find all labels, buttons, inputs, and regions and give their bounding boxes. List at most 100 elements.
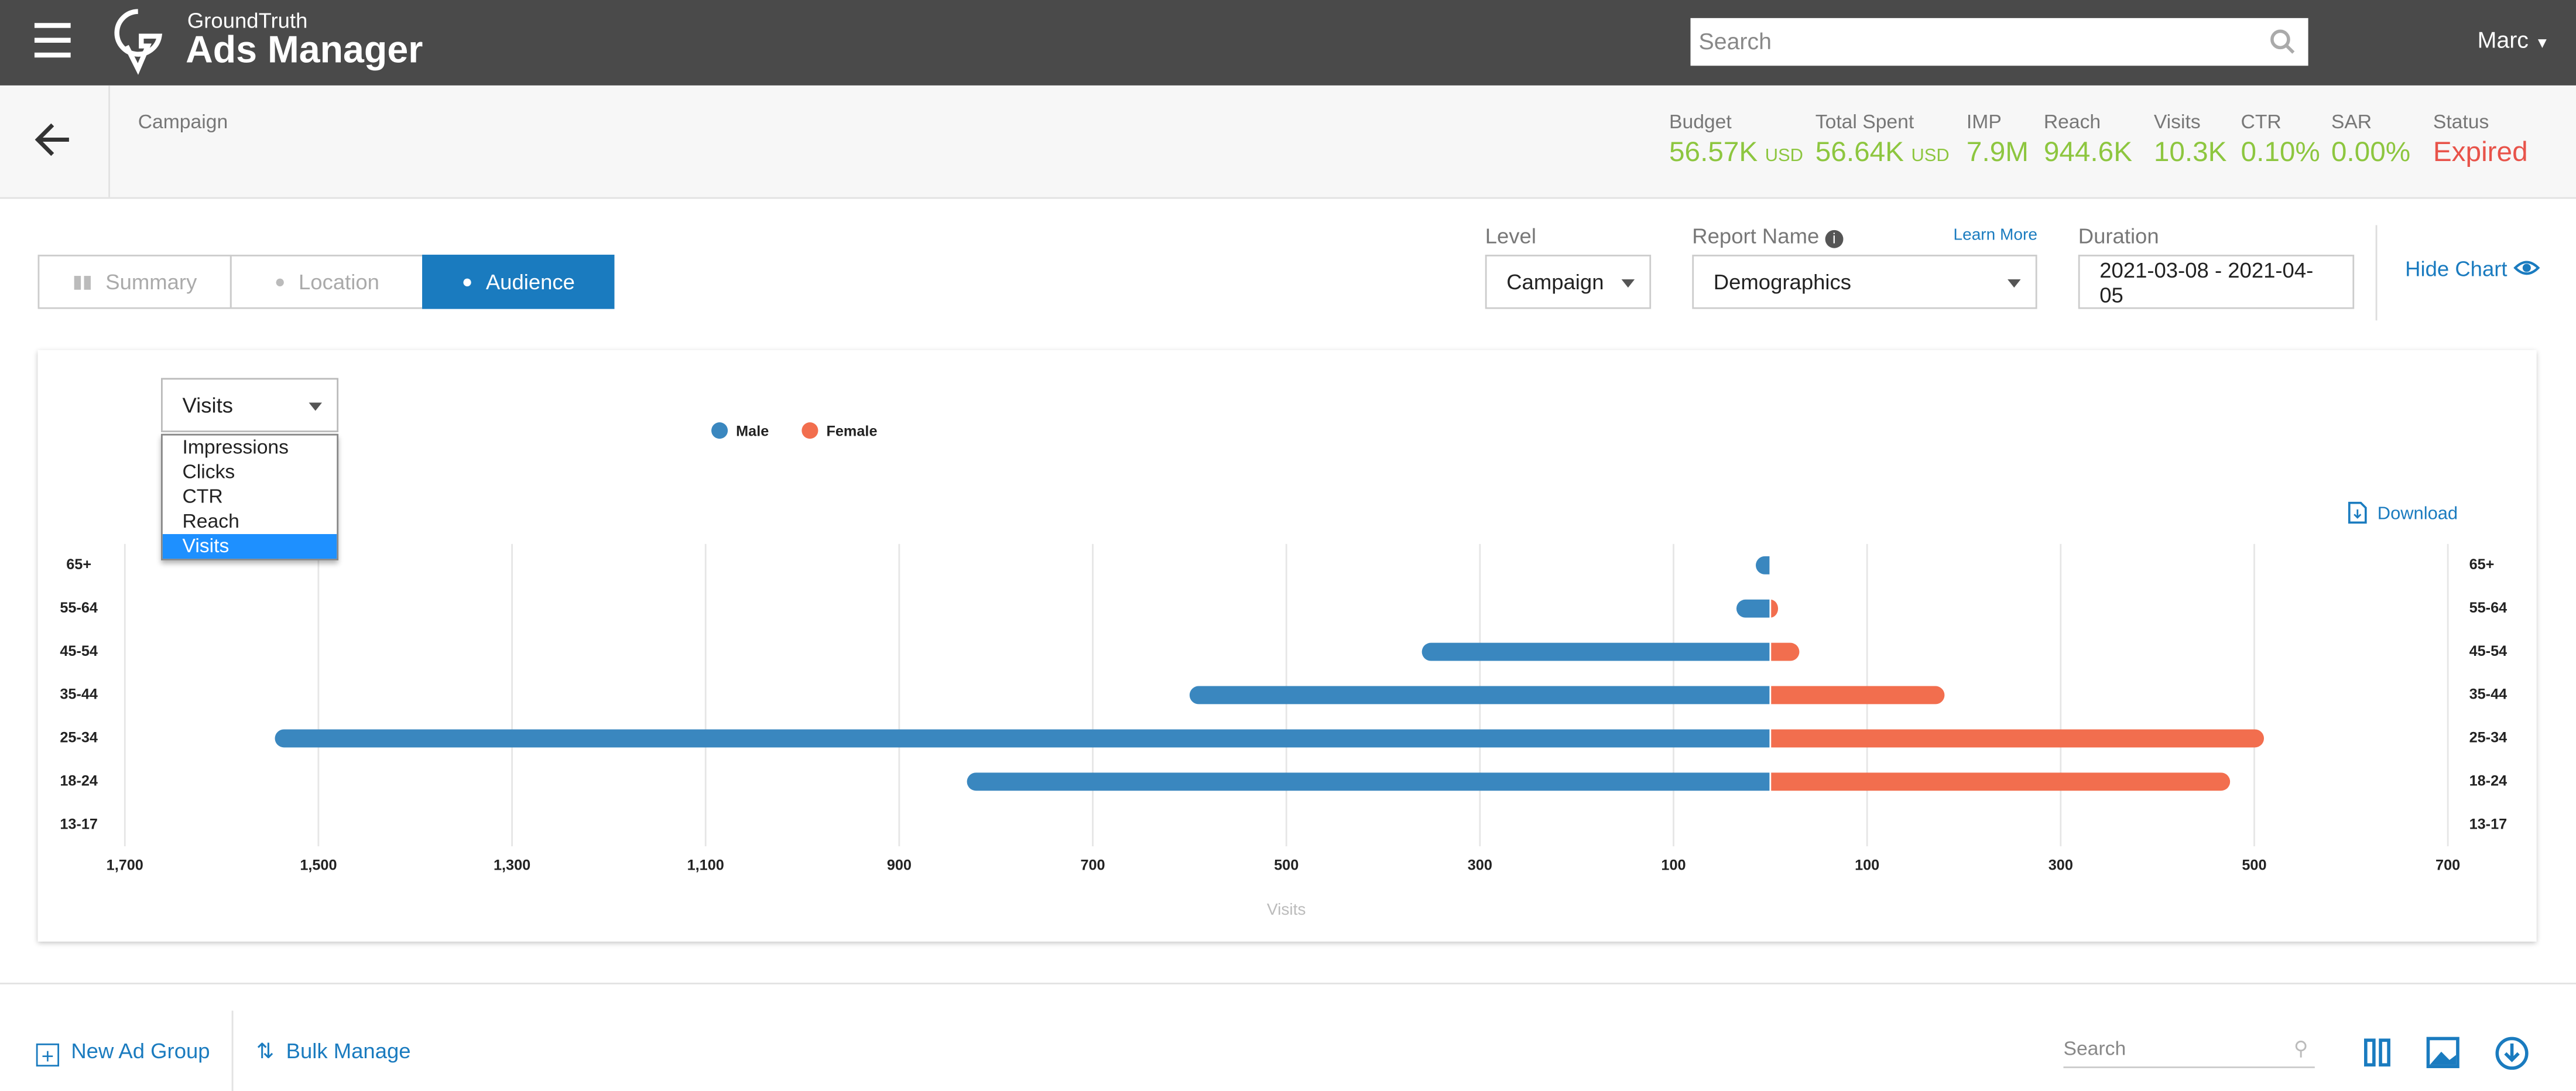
search-icon xyxy=(2270,29,2295,54)
bar xyxy=(1756,556,1770,574)
campaign-bar: Campaign Budget 56.57K USD Total Spent 56.6… xyxy=(0,85,2576,199)
level-value: Campaign xyxy=(1506,269,1604,295)
image-icon[interactable] xyxy=(2426,1037,2459,1068)
hide-chart-text: Hide Chart xyxy=(2405,256,2508,281)
tab-label: Summary xyxy=(105,269,197,295)
stat-value: 56.64K xyxy=(1815,136,1904,168)
stat: 0.00% xyxy=(2331,136,2410,169)
x-tick-label: 1,700 xyxy=(107,857,143,873)
stat-label: Total Spent xyxy=(1815,110,1914,134)
stat: 10.3K xyxy=(2154,136,2227,169)
x-tick-label: 500 xyxy=(2242,857,2266,873)
stat-unit: USD xyxy=(1911,146,1950,166)
y-tick-label-right: 35-44 xyxy=(2469,686,2508,703)
legend-marker xyxy=(801,422,818,439)
bar xyxy=(967,772,1770,791)
x-axis-title: Visits xyxy=(1267,900,1306,918)
stat: 7.9M xyxy=(1967,136,2029,169)
stat-value: 56.57K xyxy=(1669,136,1758,168)
legend-label: Female xyxy=(826,423,877,440)
duration-input[interactable]: 2021-03-08 - 2021-04-05 xyxy=(2078,254,2355,309)
x-tick-label: 1,500 xyxy=(300,857,337,873)
stat-unit: USD xyxy=(1765,146,1803,166)
y-tick-label-right: 25-34 xyxy=(2469,730,2508,746)
metric-option[interactable]: CTR xyxy=(182,484,223,508)
bar xyxy=(1770,729,2264,748)
x-tick-label: 100 xyxy=(1855,857,1879,873)
report-value: Demographics xyxy=(1713,269,1852,295)
export-icon[interactable] xyxy=(2495,1037,2529,1070)
x-tick-label: 300 xyxy=(2049,857,2073,873)
stat: 56.57K USD xyxy=(1669,136,1803,169)
footer-search-placeholder: Search xyxy=(2063,1037,2126,1060)
stat-label: Visits xyxy=(2153,110,2201,134)
download[interactable]: Download xyxy=(2346,501,2458,524)
hide-chart[interactable]: Hide Chart xyxy=(2405,256,2540,281)
search-input[interactable]: Search xyxy=(1690,18,2308,66)
y-tick-label-right: 13-17 xyxy=(2469,816,2508,832)
tab-icon: ● xyxy=(461,272,473,292)
columns-icon[interactable] xyxy=(2364,1038,2390,1067)
campaign-label: Campaign xyxy=(138,110,228,134)
metric-option[interactable]: Visits xyxy=(162,533,337,559)
footer-icons xyxy=(2364,1037,2529,1070)
report-select[interactable]: Demographics xyxy=(1692,254,2037,309)
new-ad-group-text: New Ad Group xyxy=(71,1038,210,1063)
legend-marker xyxy=(711,422,728,439)
y-tick-label: 55-64 xyxy=(60,600,98,616)
tab[interactable]: ● Audience xyxy=(422,254,615,309)
y-tick-label: 45-54 xyxy=(60,643,98,659)
tab-label: Location xyxy=(299,269,379,295)
menu-button[interactable] xyxy=(34,23,71,62)
learn-more[interactable]: Learn More xyxy=(1953,227,2037,245)
footer-search[interactable]: Search ⚲ xyxy=(2063,1037,2315,1068)
new-ad-group[interactable]: + New Ad Group xyxy=(36,1038,210,1067)
x-tick-label: 1,300 xyxy=(494,857,530,873)
tab[interactable]: ● Location xyxy=(229,254,424,309)
brand: GroundTruth xyxy=(187,8,308,33)
legend-label: Male xyxy=(736,423,769,440)
y-tick-label: 35-44 xyxy=(60,686,98,703)
y-tick-label: 25-34 xyxy=(60,730,98,746)
metric-option[interactable]: Impressions xyxy=(182,435,289,459)
bar xyxy=(1770,599,1779,618)
y-tick-label-right: 18-24 xyxy=(2469,772,2508,789)
bar xyxy=(1189,686,1770,704)
bar xyxy=(1421,642,1770,661)
stat: 56.64K USD xyxy=(1815,136,1950,169)
duration-label: Duration xyxy=(2078,223,2159,248)
bar xyxy=(1770,686,1945,704)
top-bar: GroundTruth Ads Manager Search Marc ▼ xyxy=(0,0,2576,85)
level-label: Level xyxy=(1485,223,1536,248)
footer-divider xyxy=(0,983,2576,984)
metric-option[interactable]: Clicks xyxy=(182,460,235,483)
user-menu[interactable]: Marc ▼ xyxy=(2477,26,2550,53)
x-tick-label: 100 xyxy=(1661,857,1686,873)
metric-select[interactable]: Visits xyxy=(160,378,339,433)
stat-label: IMP xyxy=(1966,110,2002,134)
x-tick-label: 1,100 xyxy=(687,857,724,873)
bulk-manage[interactable]: ⇅ Bulk Manage xyxy=(256,1038,411,1063)
tab-icon: ▮▮ xyxy=(72,272,93,293)
stat: 944.6K xyxy=(2044,136,2132,169)
tab-label: Audience xyxy=(485,269,575,295)
y-tick-label-right: 45-54 xyxy=(2469,643,2508,659)
stat-label: Status xyxy=(2433,110,2489,134)
level-select[interactable]: Campaign xyxy=(1485,254,1652,309)
stat: 0.10% xyxy=(2241,136,2320,169)
bar xyxy=(1736,599,1770,618)
x-tick-label: 500 xyxy=(1274,857,1299,873)
metric-option[interactable]: Reach xyxy=(182,509,239,533)
bar xyxy=(1770,642,1800,661)
tab[interactable]: ▮▮ Summary xyxy=(37,254,232,309)
bulk-manage-text: Bulk Manage xyxy=(286,1038,411,1063)
stat-value: 10.3K xyxy=(2153,136,2227,168)
y-tick-label-right: 65+ xyxy=(2469,556,2495,573)
back-button[interactable] xyxy=(0,85,111,197)
product: Ads Manager xyxy=(186,28,423,71)
stat-value: 944.6K xyxy=(2043,136,2133,168)
user-name: Marc xyxy=(2477,26,2529,53)
stat-label: Reach xyxy=(2043,110,2101,134)
